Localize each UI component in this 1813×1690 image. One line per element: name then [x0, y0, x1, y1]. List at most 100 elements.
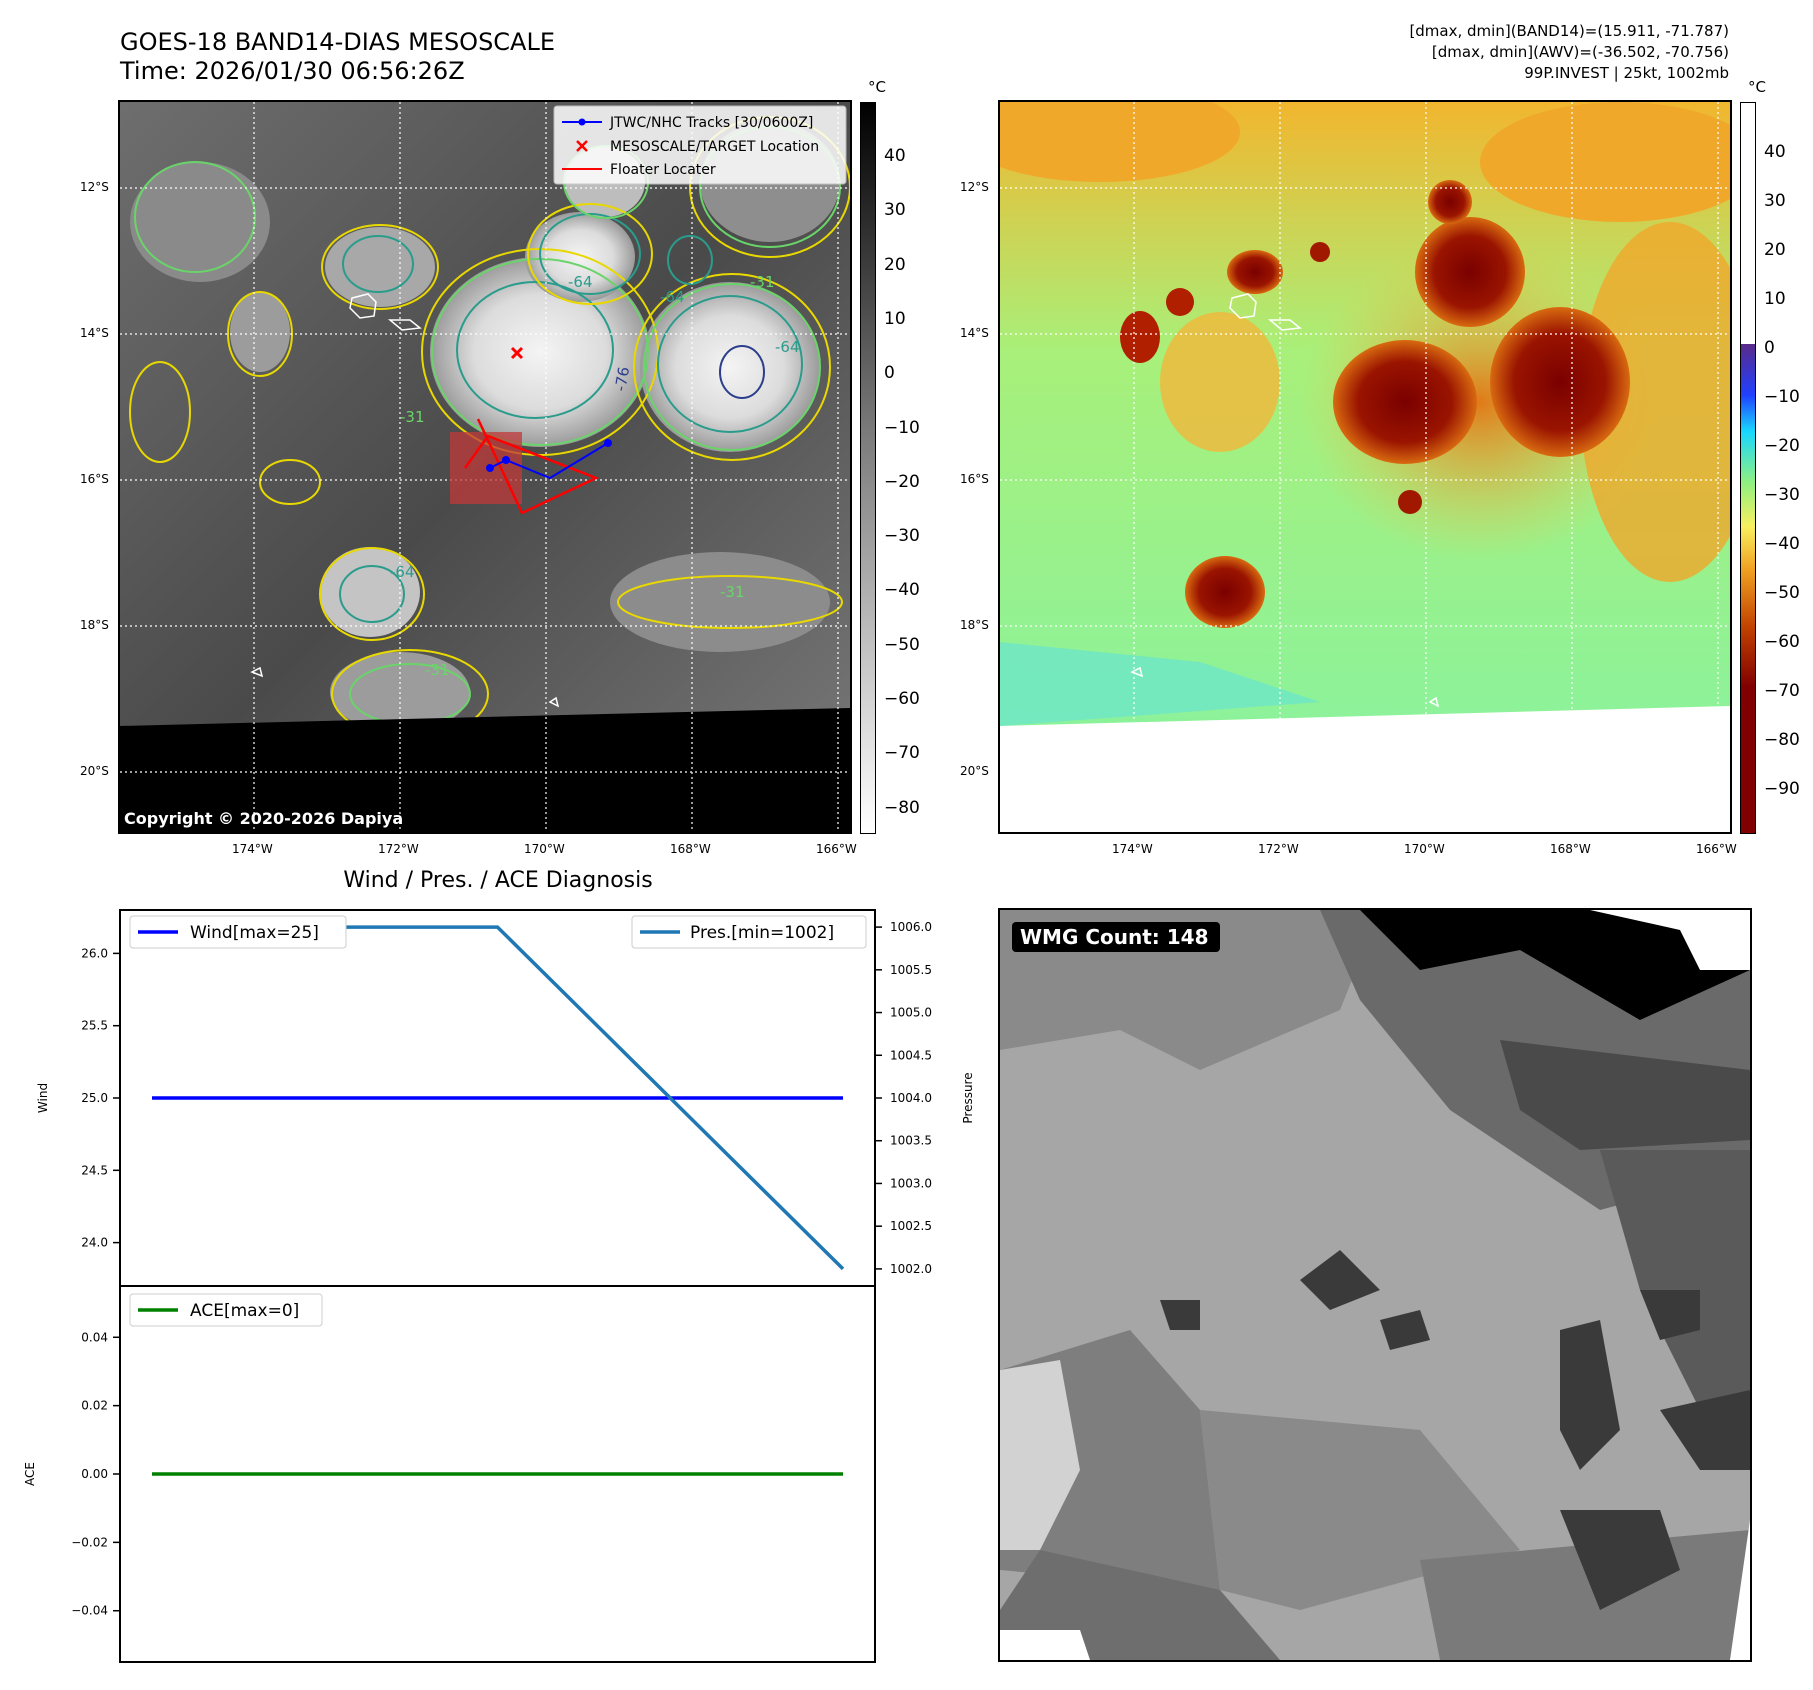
axis-tick-label: 1004.5 — [890, 1048, 932, 1062]
lon-tick: 174°W — [1112, 842, 1153, 856]
awv-island-outlines — [1130, 293, 1440, 708]
wmg-image: WMG Count: 148 — [1000, 910, 1750, 1660]
axis-tick-label: 1006.0 — [890, 920, 932, 934]
lat-tick: 12°S — [80, 180, 109, 194]
track-line — [489, 442, 609, 480]
colorbar-tick-label: −10 — [884, 417, 920, 438]
colorbar-tick-label: 20 — [884, 254, 906, 275]
colorbar-tick-label: 30 — [884, 200, 906, 221]
ir-nodata-region — [120, 708, 850, 832]
colorbar-tick-label: 40 — [884, 146, 906, 166]
axis-tick-label: −0.02 — [71, 1535, 108, 1549]
awv-moist-region — [1000, 642, 1320, 726]
lat-tick: 16°S — [960, 472, 989, 486]
lon-tick: 170°W — [1404, 842, 1445, 856]
floater-locater-line — [463, 418, 600, 515]
ir-map-svg: -64 -76 -64 -31 -31 -64 -31 -64 -31 — [120, 102, 850, 832]
axis-tick-label: 25.0 — [81, 1091, 108, 1105]
main-title: GOES-18 BAND14-DIAS MESOSCALE — [120, 28, 556, 56]
axis-tick-label: 1005.5 — [890, 963, 932, 977]
colorbar-tick-label: 0 — [884, 363, 895, 384]
awv-gridlines — [1000, 102, 1730, 722]
colorbar-tick-label: −40 — [884, 580, 920, 601]
ir-map-panel: -64 -76 -64 -31 -31 -64 -31 -64 -31 — [118, 100, 852, 834]
track-points — [486, 439, 612, 472]
contour-label: -64 — [390, 563, 415, 581]
pressure-axis-ticks: 1006.0 1005.5 1005.0 1004.5 1004.0 1003.5 1003… — [875, 920, 932, 1276]
legend-ace-label: ACE[max=0] — [190, 1301, 299, 1321]
wind-legend: Wind[max=25] — [129, 915, 347, 949]
colorbar-tick-label: −70 — [884, 743, 920, 764]
colorbar-tick-label: −80 — [884, 797, 920, 818]
axis-tick-label: 24.5 — [81, 1163, 108, 1177]
axis-tick-label: −0.04 — [71, 1604, 108, 1618]
colorbar-tick-label: −70 — [1764, 681, 1800, 701]
awv-map-panel — [998, 100, 1732, 834]
colorbar-tick-label: −40 — [1764, 534, 1800, 554]
contour-label: -31 — [425, 661, 450, 679]
lon-tick: 168°W — [1550, 842, 1591, 856]
axis-tick-label: 1004.0 — [890, 1091, 932, 1105]
awv-map-svg — [1000, 102, 1730, 726]
diagnosis-chart: 26.025.525.024.524.0 1006.01005.51005.01… — [23, 909, 975, 1663]
pressure-ylabel: Pressure — [961, 1072, 975, 1123]
ir-colorbar — [860, 102, 876, 834]
legend-wind-label: Wind[max=25] — [190, 923, 319, 943]
legend-pressure-label: Pres.[min=1002] — [690, 923, 834, 943]
copyright-text: Copyright © 2020-2026 Dapiya — [124, 809, 403, 828]
lon-tick: 166°W — [1696, 842, 1737, 856]
colorbar-tick-label: −60 — [884, 689, 920, 709]
legend-floater-label: Floater Locater — [610, 162, 716, 178]
wmg-count-label: WMG Count: 148 — [1020, 925, 1209, 949]
lon-tick: 172°W — [1258, 842, 1299, 856]
colorbar-tick-label: −50 — [1764, 583, 1800, 603]
target-x-icon — [510, 346, 524, 360]
lon-tick: 168°W — [670, 842, 711, 856]
wind-ylabel: Wind — [36, 1083, 50, 1113]
lon-tick: 170°W — [524, 842, 565, 856]
colorbar-tick-label: −20 — [1764, 436, 1800, 456]
lat-tick: 14°S — [80, 326, 109, 340]
ir-gridlines — [120, 102, 850, 832]
wmg-panel: WMG Count: 148 — [998, 908, 1752, 1662]
lat-tick: 20°S — [960, 764, 989, 778]
ace-legend: ACE[max=0] — [129, 1293, 323, 1327]
contour-label: -31 — [750, 273, 775, 291]
axis-tick-label: 1003.5 — [890, 1134, 932, 1148]
colorbar-tick-label: −80 — [1764, 730, 1800, 750]
ace-ylabel: ACE — [23, 1462, 37, 1486]
legend-tracks-label: JTWC/NHC Tracks [30/0600Z] — [609, 115, 813, 131]
colorbar-tick-label: −90 — [1764, 779, 1800, 799]
ir-legend: JTWC/NHC Tracks [30/0600Z] MESOSCALE/TAR… — [553, 105, 847, 185]
axis-tick-label: 0.04 — [81, 1330, 108, 1344]
lon-tick: 174°W — [232, 842, 273, 856]
lon-tick: 166°W — [816, 842, 857, 856]
axis-tick-label: 0.00 — [81, 1467, 108, 1481]
lat-tick: 14°S — [960, 326, 989, 340]
contour-labels: -64 -76 -64 -31 -31 -64 -31 -64 -31 — [390, 273, 800, 679]
colorbar-tick-label: −10 — [1764, 387, 1800, 407]
colorbar-tick-label: 0 — [1764, 338, 1775, 358]
wind-axis-ticks: 26.0 25.5 25.0 24.5 24.0 — [81, 946, 120, 1250]
lon-tick: 172°W — [378, 842, 419, 856]
contour-label: -64 — [660, 288, 685, 306]
lat-tick: 18°S — [960, 618, 989, 632]
axis-tick-label: 0.02 — [81, 1399, 108, 1413]
pressure-legend: Pres.[min=1002] — [631, 915, 867, 949]
awv-colorbar — [1740, 102, 1756, 834]
wmg-count-badge — [1012, 922, 1220, 952]
colorbar-tick-label: −60 — [1764, 632, 1800, 652]
info-storm: 99P.INVEST | 25kt, 1002mb — [1524, 64, 1729, 82]
info-band14: [dmax, dmin](BAND14)=(15.911, -71.787) — [1409, 22, 1729, 40]
axis-tick-label: 1005.0 — [890, 1006, 932, 1020]
colorbar-tick-label: −30 — [884, 526, 920, 547]
lat-tick: 16°S — [80, 472, 109, 486]
ace-axis-ticks: 0.04 0.02 0.00 −0.02 −0.04 — [71, 1330, 120, 1618]
ir-clouds — [130, 122, 840, 732]
colorbar-tick-label: 10 — [1764, 289, 1786, 309]
contour-label: -64 — [775, 338, 800, 356]
axis-tick-label: 25.5 — [81, 1019, 108, 1033]
colorbar-tick-label: 40 — [1764, 142, 1786, 162]
info-awv: [dmax, dmin](AWV)=(-36.502, -70.756) — [1431, 43, 1729, 61]
lat-tick: 12°S — [960, 180, 989, 194]
